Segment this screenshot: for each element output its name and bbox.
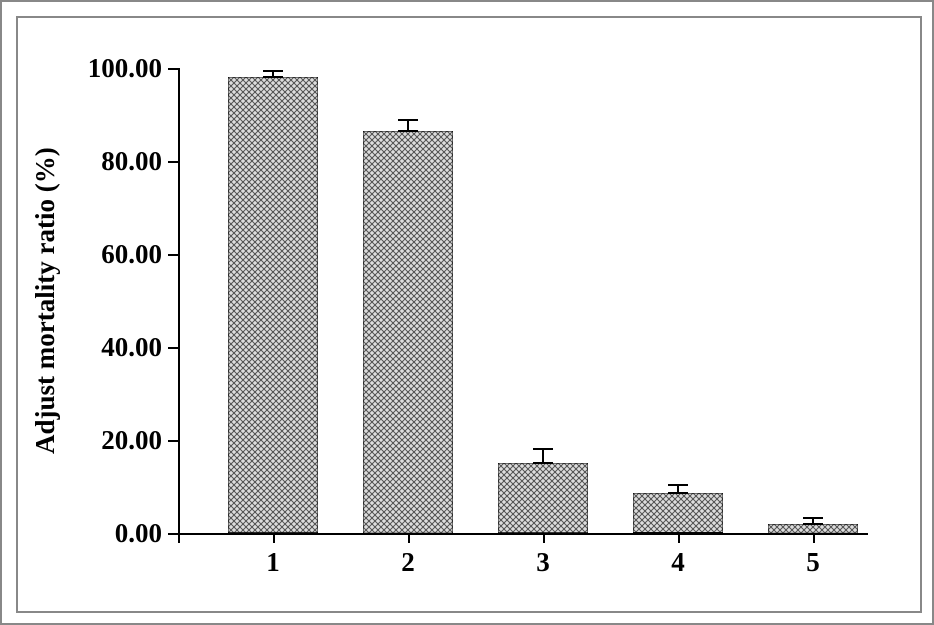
x-tick-label: 5	[783, 547, 843, 578]
y-tick-label: 60.00	[101, 239, 162, 270]
y-tick-mark	[168, 440, 178, 442]
error-bar-cap-bottom	[803, 523, 823, 525]
bar-3	[498, 463, 588, 533]
x-tick-label: 4	[648, 547, 708, 578]
y-tick-mark	[168, 68, 178, 70]
x-tick-mark	[408, 533, 410, 543]
x-tick-mark	[813, 533, 815, 543]
x-tick-mark	[678, 533, 680, 543]
error-bar-line	[542, 448, 544, 463]
y-tick-label: 40.00	[101, 332, 162, 363]
mortality-bar-chart: Adjust mortality ratio (%) 0.0020.0040.0…	[58, 38, 888, 588]
y-tick-mark	[168, 347, 178, 349]
error-bar-cap-bottom	[398, 130, 418, 132]
x-tick-mark-origin	[178, 533, 180, 543]
bar-4	[633, 493, 723, 533]
outer-frame: Adjust mortality ratio (%) 0.00 20.00 40.0…	[0, 0, 934, 625]
y-tick-label: 100.00	[88, 53, 162, 84]
bar-2	[363, 131, 453, 533]
x-tick-label: 3	[513, 547, 573, 578]
error-bar-cap-bottom	[533, 462, 553, 464]
x-axis-line	[178, 533, 868, 535]
error-bar-cap-bottom	[668, 492, 688, 494]
error-bar-cap-top	[263, 70, 283, 72]
error-bar-cap-bottom	[263, 76, 283, 78]
bar-1	[228, 77, 318, 533]
y-axis-line	[178, 68, 180, 533]
x-tick-label: 2	[378, 547, 438, 578]
y-axis-label: Adjust mortality ratio (%)	[30, 68, 61, 533]
error-bar-cap-top	[803, 517, 823, 519]
x-tick-mark	[543, 533, 545, 543]
inner-frame: Adjust mortality ratio (%) 0.00 20.00 40.0…	[16, 16, 922, 613]
error-bar-cap-top	[398, 119, 418, 121]
y-tick-label: 80.00	[101, 146, 162, 177]
y-tick-mark	[168, 161, 178, 163]
y-tick-mark	[168, 254, 178, 256]
x-tick-label: 1	[243, 547, 303, 578]
y-tick-label: 20.00	[101, 425, 162, 456]
y-tick-label: 0.00	[115, 518, 162, 549]
y-tick-mark	[168, 533, 178, 535]
error-bar-cap-top	[668, 484, 688, 486]
error-bar-cap-top	[533, 448, 553, 450]
x-tick-mark	[273, 533, 275, 543]
bar-5	[768, 524, 858, 533]
